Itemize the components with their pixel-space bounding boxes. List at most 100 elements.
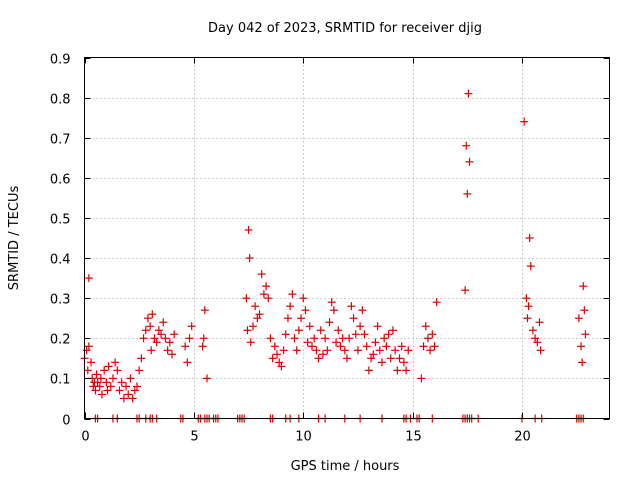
data-point (349, 314, 358, 323)
data-point (579, 282, 588, 291)
x-tick-label: 10 (295, 430, 312, 445)
data-point (283, 314, 292, 323)
data-point (426, 346, 435, 355)
data-point (581, 330, 590, 339)
data-point (345, 334, 354, 343)
data-point (305, 322, 314, 331)
data-point (332, 338, 341, 347)
data-point (520, 117, 529, 126)
data-point (255, 310, 264, 319)
data-point (336, 342, 345, 351)
data-point (334, 326, 343, 335)
data-point (83, 366, 92, 375)
data-point (388, 326, 397, 335)
data-point (104, 362, 113, 371)
data-point (360, 330, 369, 339)
data-point (580, 306, 589, 315)
data-points (80, 89, 590, 423)
data-point (262, 282, 271, 291)
data-point (270, 342, 279, 351)
data-point (299, 294, 308, 303)
data-point (137, 354, 146, 363)
data-point (525, 234, 534, 242)
data-point (277, 362, 286, 371)
data-point (257, 270, 266, 279)
data-point (321, 334, 330, 343)
data-point (251, 302, 260, 311)
data-point (528, 326, 537, 335)
data-point (399, 358, 408, 367)
data-point (362, 342, 371, 351)
data-point (308, 342, 316, 351)
data-point (163, 346, 172, 355)
data-point (464, 89, 473, 98)
data-point (170, 330, 179, 339)
data-point (245, 254, 254, 263)
data-point (292, 346, 301, 355)
data-point (111, 358, 120, 367)
y-tick-label: 0.1 (50, 373, 71, 388)
data-point (463, 189, 472, 198)
data-point (462, 141, 471, 150)
y-tick-label: 0.7 (50, 133, 71, 148)
data-point (533, 338, 542, 347)
data-point (380, 334, 389, 343)
y-tick-label: 0.3 (50, 293, 71, 308)
data-point (165, 338, 174, 347)
data-point (157, 330, 166, 339)
data-point (535, 318, 544, 327)
data-point (301, 306, 310, 315)
x-tick-label: 0 (81, 430, 89, 445)
data-point (266, 334, 275, 343)
data-point (139, 334, 148, 343)
data-point (347, 302, 356, 311)
data-point (578, 358, 587, 367)
data-point (183, 358, 192, 367)
data-point (369, 350, 378, 359)
data-point (312, 346, 321, 355)
data-point (103, 386, 112, 395)
data-point (198, 342, 207, 351)
data-point (531, 334, 540, 343)
plot-frame (84, 57, 610, 419)
data-point (95, 382, 104, 391)
data-point (82, 346, 91, 355)
data-point (378, 358, 386, 367)
data-point (351, 330, 360, 339)
data-point (122, 382, 131, 391)
data-point (106, 382, 115, 391)
y-tick-label: 0.2 (50, 333, 71, 348)
y-tick-label: 0 (62, 414, 70, 429)
data-point (373, 322, 382, 331)
y-tick-label: 0.6 (50, 173, 71, 188)
data-point (303, 338, 312, 347)
data-point (358, 306, 367, 315)
data-point (92, 370, 101, 379)
data-point (141, 326, 150, 335)
data-point (391, 346, 400, 355)
data-point (93, 378, 102, 387)
data-point (402, 366, 411, 375)
data-point (102, 378, 111, 387)
data-point (100, 366, 109, 375)
data-point (310, 334, 319, 343)
data-point (536, 346, 545, 355)
data-point (168, 350, 176, 359)
data-point (386, 354, 395, 363)
data-point (371, 338, 380, 347)
data-point (382, 342, 391, 351)
data-point (199, 334, 208, 343)
data-point (203, 374, 211, 383)
y-tick-label: 0.8 (50, 93, 71, 108)
data-point (128, 394, 137, 403)
data-point (421, 322, 430, 331)
data-point (327, 298, 336, 307)
data-point (185, 334, 194, 343)
data-point (323, 346, 332, 355)
data-point (367, 354, 376, 363)
data-point (524, 302, 533, 311)
data-point (248, 322, 257, 331)
data-point (187, 322, 196, 331)
data-point (133, 382, 141, 391)
